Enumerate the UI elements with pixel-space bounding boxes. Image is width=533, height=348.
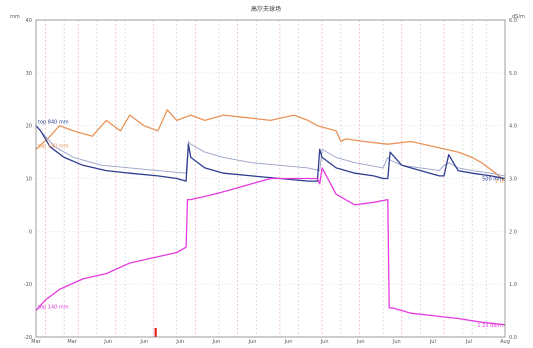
left-tick-label: -20 bbox=[24, 335, 32, 341]
series-lines: 上层中层下层电导率 bbox=[35, 109, 506, 326]
right-tick-label: 5.0 bbox=[509, 71, 517, 77]
left-tick-label: -10 bbox=[24, 282, 32, 288]
series-end-label: 1 23 dS/m bbox=[477, 323, 503, 329]
x-tick-label: Mar bbox=[67, 339, 77, 344]
event-markers bbox=[154, 328, 157, 337]
right-tick-label: 2.0 bbox=[509, 229, 517, 235]
x-tick-label: Jun bbox=[356, 339, 365, 344]
left-tick-label: 0 bbox=[29, 229, 32, 235]
right-tick-label: 4.0 bbox=[509, 124, 517, 130]
series-end-label: 500 mm bbox=[482, 177, 503, 183]
series-line-中层: 中层 bbox=[35, 125, 506, 177]
x-tick-label: Jun bbox=[175, 339, 184, 344]
x-tick-label: Jun bbox=[392, 339, 401, 344]
x-tick-label: Jun bbox=[211, 339, 220, 344]
x-tick-label: Jun bbox=[320, 339, 329, 344]
series-line-下层: 下层 bbox=[35, 125, 506, 182]
right-tick-label: 6.0 bbox=[509, 18, 517, 24]
series-start-label: top 140 mm bbox=[38, 143, 69, 149]
series-start-label: top 140 mm bbox=[38, 305, 69, 311]
right-tick-label: 0.0 bbox=[509, 335, 517, 341]
series-line-上层: 上层 bbox=[35, 109, 506, 182]
x-tick-label: Jun bbox=[139, 339, 148, 344]
x-tick-label: Jun bbox=[103, 339, 112, 344]
x-tick-label: Jun bbox=[248, 339, 257, 344]
x-tick-label: Aug bbox=[500, 339, 510, 344]
x-tick-label: Jul bbox=[465, 339, 472, 344]
right-axis-unit: dS/m bbox=[512, 14, 525, 20]
left-axis-unit: mm bbox=[10, 14, 20, 20]
x-tick-label: Jul bbox=[429, 339, 436, 344]
left-tick-label: 20 bbox=[26, 124, 32, 130]
left-tick-label: 10 bbox=[26, 177, 32, 183]
plot-frame bbox=[35, 19, 506, 338]
axes: 40 30 20 10 0 -10 -20 6.0 5.0 4.0 3.0 2.0 1.0 0.0 Mar M… bbox=[24, 18, 517, 345]
series-end-label: 1 tl bbox=[495, 179, 503, 185]
x-tick-label: Jun bbox=[284, 339, 293, 344]
event-marker bbox=[154, 328, 157, 337]
right-tick-label: 3.0 bbox=[509, 177, 517, 183]
grid bbox=[36, 19, 505, 338]
series-line-电导率: 电导率 bbox=[35, 167, 506, 326]
left-tick-label: 30 bbox=[26, 71, 32, 77]
series-start-label: top 840 mm bbox=[38, 120, 69, 126]
right-tick-label: 1.0 bbox=[509, 282, 517, 288]
x-tick-label: Mar bbox=[31, 339, 41, 344]
left-tick-label: 40 bbox=[26, 18, 32, 24]
series-labels: top 140 mm 1 tl top 840 mm 500 mm top 140 mm… bbox=[38, 120, 503, 329]
chart-title: 高尔夫球场 bbox=[251, 5, 281, 13]
